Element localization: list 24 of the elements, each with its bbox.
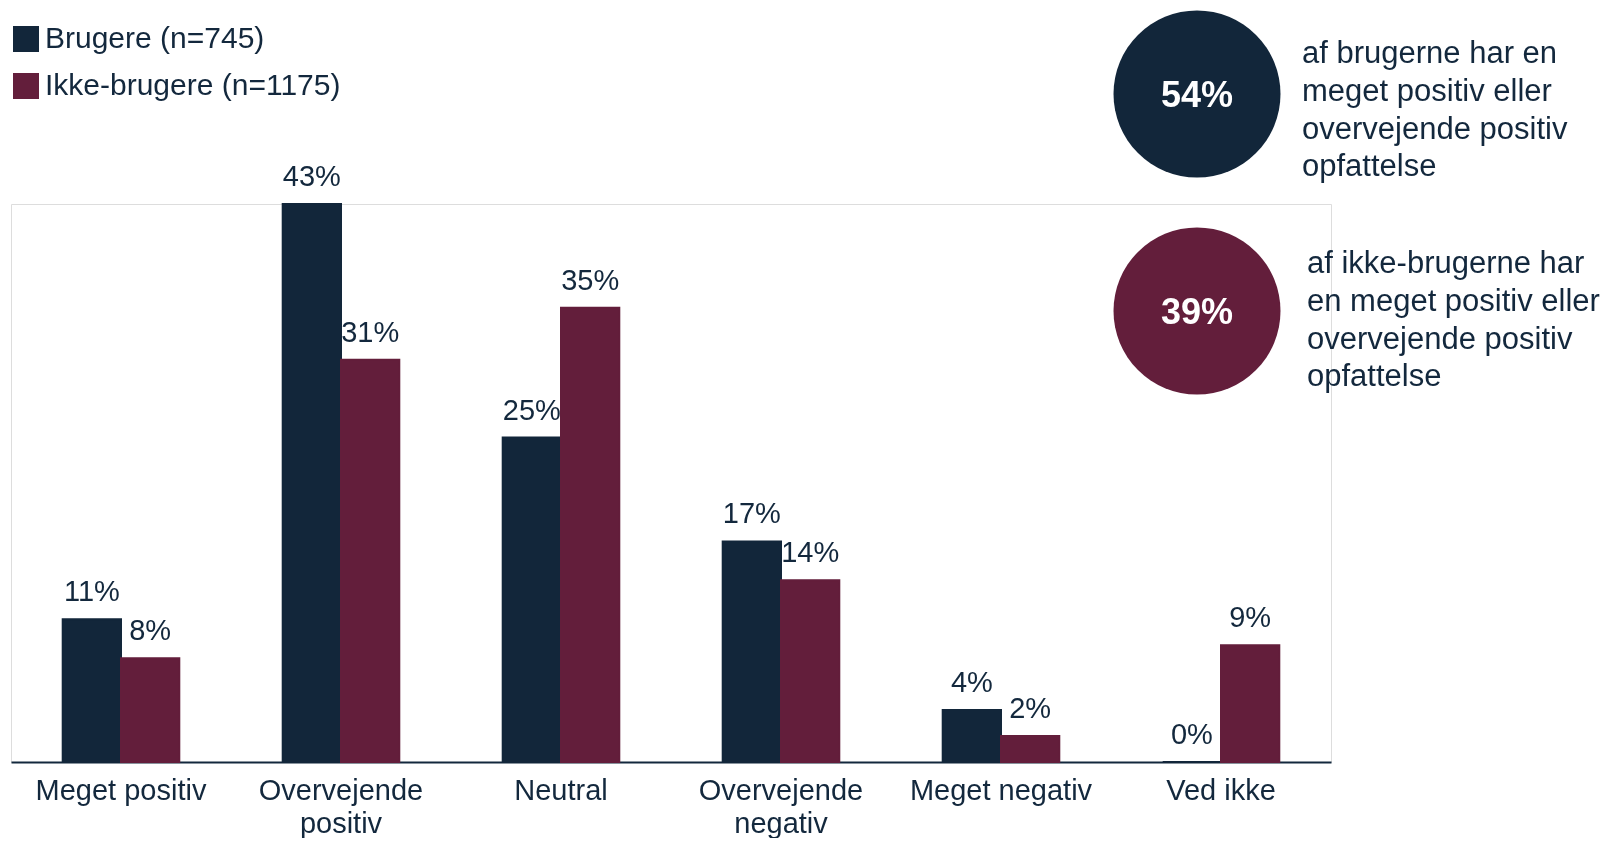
data-label: 43% [282, 160, 341, 192]
data-label: 25% [502, 393, 561, 426]
data-label: 11% [63, 575, 120, 608]
data-label: 4% [950, 666, 993, 699]
data-label: 31% [341, 315, 400, 348]
data-label: 17% [722, 497, 781, 530]
x-tick-label: Meget negativ [909, 773, 1093, 806]
x-tick-label: Ved ikke [1166, 773, 1276, 806]
data-label: 0% [1170, 718, 1213, 750]
x-tick-label: Meget positiv [35, 773, 207, 806]
legend-label: Brugere (n=745) [45, 21, 265, 54]
data-label: 35% [561, 263, 620, 296]
x-tick-label: Overvejende positiv [258, 773, 424, 839]
text: 54% [1160, 74, 1234, 115]
annotation: 39% [1160, 291, 1234, 332]
legend-label: Ikke-brugere (n=1175) [45, 68, 341, 101]
data-label: 2% [1009, 692, 1052, 725]
data-label: 8% [129, 614, 172, 647]
data-label: 14% [781, 536, 840, 569]
x-tick-label: Neutral [514, 773, 608, 806]
text: af brugerne har en meget positiv eller overvejende positiv opfattelse [1302, 35, 1568, 184]
x-tick-label: Overvejende negativ [698, 773, 864, 839]
annotation: af ikke-brugerne har en meget positiv eller overvejende positiv opfattelse [1307, 245, 1600, 394]
data-label: 9% [1229, 601, 1272, 634]
